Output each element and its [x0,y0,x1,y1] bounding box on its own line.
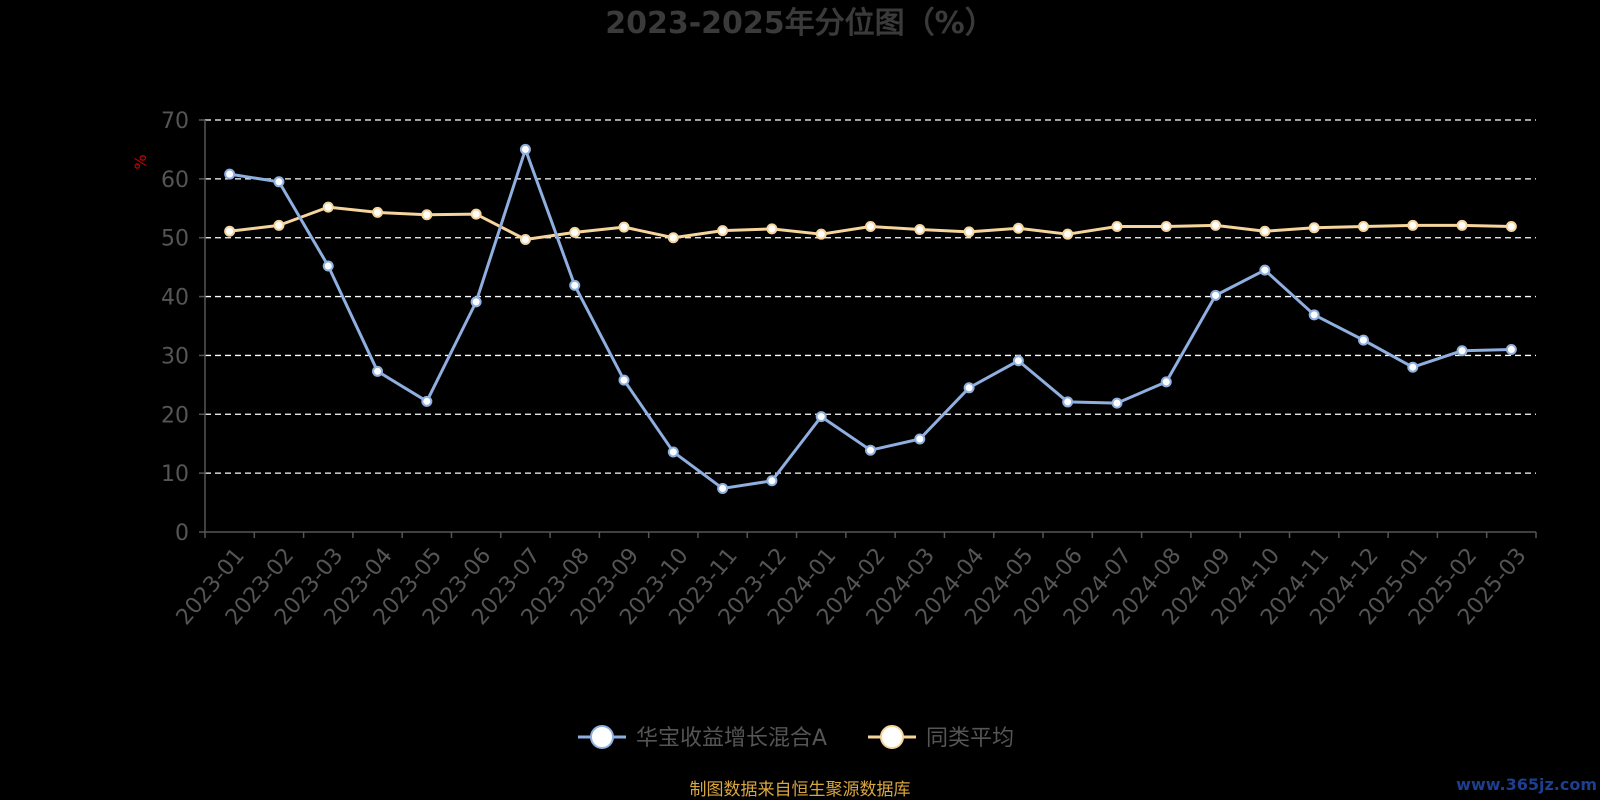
data-point[interactable] [815,228,827,240]
data-point[interactable] [667,446,679,458]
y-tick-label: 20 [161,403,189,428]
data-point[interactable] [224,168,236,180]
axes [199,119,1537,538]
data-point[interactable] [421,395,433,407]
data-point[interactable] [470,296,482,308]
data-point[interactable] [865,221,876,233]
data-point[interactable] [865,444,876,456]
data-point[interactable] [519,143,531,155]
data-point[interactable] [1259,225,1271,237]
data-point[interactable] [766,223,778,235]
data-point[interactable] [1111,221,1123,233]
data-point[interactable] [569,279,581,291]
data-point[interactable] [1357,221,1369,233]
data-point[interactable] [1456,219,1468,231]
data-point[interactable] [1308,222,1320,234]
data-point[interactable] [1062,228,1074,240]
data-point[interactable] [1210,219,1222,231]
data-point[interactable] [1407,361,1419,373]
data-point[interactable] [519,233,531,245]
data-point[interactable] [766,475,778,487]
series-lines [224,143,1517,494]
y-tick-label: 10 [161,462,189,487]
data-point[interactable] [1160,221,1172,233]
legend-item-1[interactable]: 同类平均 [868,725,1014,751]
data-point[interactable] [1407,219,1419,231]
series-1 [224,201,1517,245]
data-point[interactable] [1505,221,1517,233]
data-point[interactable] [618,374,630,386]
y-tick-label: 50 [161,227,189,252]
series-0 [224,143,1517,494]
legend-item-0[interactable]: 华宝收益增长混合A [578,725,827,751]
data-point[interactable] [322,201,334,213]
data-point[interactable] [963,382,975,394]
data-point[interactable] [1210,289,1222,301]
data-point[interactable] [273,176,285,188]
y-axis-label: % [131,154,150,169]
data-point[interactable] [914,433,926,445]
legend-label: 华宝收益增长混合A [636,726,827,751]
data-point[interactable] [1357,334,1369,346]
data-point[interactable] [1308,309,1320,321]
legend-swatch-marker [880,725,904,749]
data-source-note: 制图数据来自恒生聚源数据库 [690,780,911,800]
data-point[interactable] [1012,355,1024,367]
y-tick-label: 0 [175,521,189,546]
data-point[interactable] [1160,376,1172,388]
y-tick-label: 40 [161,286,189,311]
data-point[interactable] [224,225,236,237]
data-point[interactable] [618,221,630,233]
y-tick-labels: 0 10 20 30 40 50 60 70 [161,109,189,546]
data-point[interactable] [322,260,334,272]
data-point[interactable] [569,226,581,238]
data-point[interactable] [470,208,482,220]
legend-swatch-marker [590,725,614,749]
data-point[interactable] [914,223,926,235]
legend[interactable]: 华宝收益增长混合A 同类平均 [578,725,1014,751]
data-point[interactable] [1456,345,1468,357]
data-point[interactable] [667,232,679,244]
watermark: www.365jz.com [1456,775,1597,794]
data-point[interactable] [1012,222,1024,234]
data-point[interactable] [1259,264,1271,276]
data-point[interactable] [372,365,384,377]
y-tick-label: 70 [161,109,189,134]
data-point[interactable] [1062,396,1074,408]
data-point[interactable] [372,206,384,218]
data-point[interactable] [421,209,433,221]
x-tick-labels: 2023-012023-022023-032023-042023-052023-… [172,544,1532,630]
data-point[interactable] [963,226,975,238]
series-line-0 [229,147,1512,490]
data-point[interactable] [717,482,729,494]
legend-label: 同类平均 [926,726,1014,751]
data-point[interactable] [717,225,729,237]
chart-title: 2023-2025年分位图（%） [605,6,995,41]
grid-lines [205,119,1536,474]
y-tick-label: 60 [161,168,189,193]
data-point[interactable] [815,411,827,423]
data-point[interactable] [1505,344,1517,356]
data-point[interactable] [1111,397,1123,409]
y-tick-label: 30 [161,344,189,369]
data-point[interactable] [273,219,285,231]
